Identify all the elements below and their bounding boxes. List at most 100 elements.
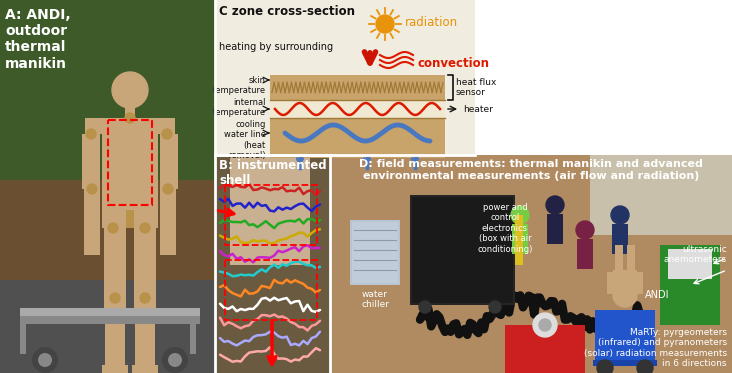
Circle shape — [376, 15, 394, 33]
Circle shape — [87, 184, 97, 194]
Bar — [505, 325, 585, 373]
Bar — [225, 185, 317, 245]
Text: water
chiller: water chiller — [361, 290, 389, 309]
Bar — [515, 215, 523, 265]
Circle shape — [168, 353, 182, 367]
Circle shape — [86, 129, 96, 139]
Bar — [85, 118, 102, 134]
Circle shape — [419, 301, 431, 313]
Text: heating by surrounding: heating by surrounding — [219, 42, 333, 52]
Bar — [270, 75, 445, 100]
Bar — [102, 118, 158, 208]
Bar — [160, 134, 178, 189]
Bar — [230, 155, 310, 265]
Bar — [615, 245, 623, 273]
Bar — [270, 100, 445, 118]
Text: internal
temperature: internal temperature — [213, 98, 266, 117]
Circle shape — [112, 72, 148, 108]
Text: ANDI: ANDI — [645, 290, 670, 300]
Bar — [84, 239, 100, 255]
Text: C zone cross-section: C zone cross-section — [219, 5, 355, 18]
Bar — [102, 365, 128, 373]
Bar — [126, 210, 134, 228]
Bar — [410, 195, 515, 305]
Circle shape — [637, 360, 653, 373]
Circle shape — [140, 223, 150, 233]
Bar — [350, 220, 400, 285]
Bar — [270, 118, 445, 158]
Circle shape — [511, 206, 529, 224]
Bar — [412, 197, 513, 303]
Circle shape — [597, 360, 613, 373]
Bar — [627, 245, 635, 273]
Bar — [104, 295, 126, 313]
Text: B: instrumented
shell: B: instrumented shell — [219, 159, 326, 187]
Circle shape — [613, 283, 637, 307]
Bar — [0, 0, 215, 373]
Bar — [158, 118, 175, 134]
Circle shape — [162, 129, 172, 139]
Bar — [190, 324, 196, 354]
Bar — [20, 308, 200, 316]
Circle shape — [108, 223, 118, 233]
Bar — [593, 360, 657, 366]
Bar — [134, 228, 156, 298]
Circle shape — [539, 319, 551, 331]
Text: convection: convection — [417, 57, 489, 70]
Bar — [108, 120, 152, 205]
Bar — [595, 310, 655, 360]
Bar — [102, 208, 158, 228]
Circle shape — [163, 184, 173, 194]
Bar — [612, 224, 628, 254]
Bar — [607, 272, 614, 294]
Bar — [160, 239, 176, 255]
Bar — [0, 180, 215, 280]
Circle shape — [546, 196, 564, 214]
Text: D: field measurements: thermal manikin and advanced
environmental measurements (: D: field measurements: thermal manikin a… — [359, 159, 703, 181]
Text: heater: heater — [463, 104, 493, 113]
Bar — [104, 228, 126, 298]
Bar — [160, 189, 176, 239]
Bar — [613, 270, 637, 300]
Bar — [132, 365, 158, 373]
Text: cooling
water line
(heat
removal): cooling water line (heat removal) — [224, 120, 266, 160]
Text: MaRTy: pyrgeometers
(infrared) and pyranometers
(solar) radiation measurements
i: MaRTy: pyrgeometers (infrared) and pyran… — [584, 328, 727, 368]
Circle shape — [32, 347, 58, 373]
Bar — [547, 214, 563, 244]
Circle shape — [576, 221, 594, 239]
Circle shape — [533, 313, 557, 337]
Bar — [668, 249, 712, 279]
Bar — [134, 295, 156, 313]
Bar — [84, 189, 100, 239]
Bar — [105, 313, 125, 368]
Text: radiation: radiation — [405, 16, 458, 29]
Bar — [82, 134, 100, 189]
Bar — [215, 155, 330, 373]
Text: skin
temperature: skin temperature — [213, 76, 266, 95]
Bar — [0, 0, 215, 180]
Bar — [20, 324, 26, 354]
Bar — [330, 155, 732, 373]
Bar — [512, 224, 528, 254]
Bar — [577, 239, 593, 269]
Circle shape — [125, 113, 135, 123]
Bar — [330, 155, 732, 373]
Text: power and
control
electronics
(box with air
conditioning): power and control electronics (box with … — [477, 203, 533, 254]
Bar — [125, 108, 135, 118]
Circle shape — [489, 301, 501, 313]
Circle shape — [140, 293, 150, 303]
Bar — [590, 155, 732, 235]
Bar — [135, 313, 155, 368]
Text: A: ANDI,
outdoor
thermal
manikin: A: ANDI, outdoor thermal manikin — [5, 8, 70, 70]
Bar — [660, 245, 720, 325]
Bar — [352, 222, 398, 283]
Bar — [215, 0, 475, 155]
Text: ultrasonic
anemometers: ultrasonic anemometers — [664, 245, 727, 264]
Text: heat flux
sensor: heat flux sensor — [456, 78, 496, 97]
Bar — [636, 272, 643, 294]
Circle shape — [611, 206, 629, 224]
Circle shape — [110, 293, 120, 303]
Bar — [225, 260, 317, 320]
Bar — [270, 75, 445, 148]
Circle shape — [38, 353, 52, 367]
